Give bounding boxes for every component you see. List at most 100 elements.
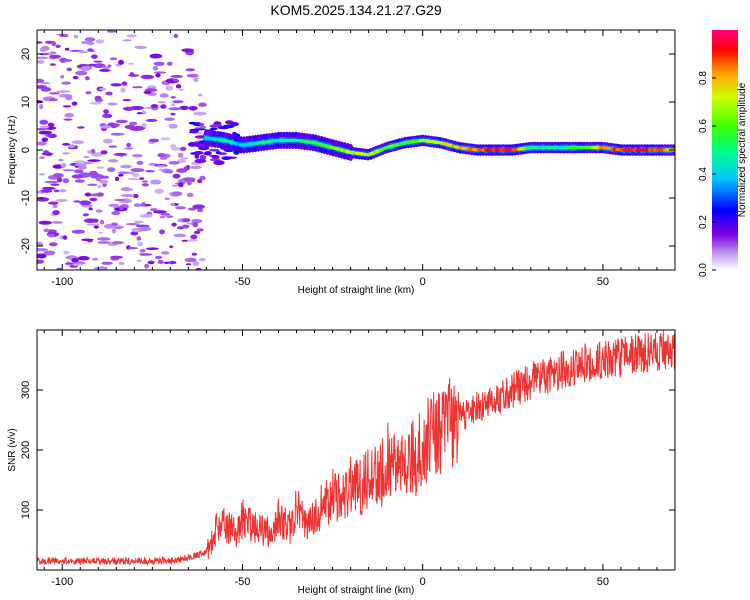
spectrogram-noise-blob [115,119,128,124]
spectrogram-noise-blob [150,104,159,109]
spectrogram-noise-blob [63,118,73,121]
spectrogram-y-tick-label: 20 [20,48,32,60]
spectrogram-noise-blob [41,189,53,193]
spectrogram-noise-blob [121,194,135,197]
spectrogram-noise-blob [84,192,92,197]
spectrogram-noise-blob [73,200,81,203]
spectrogram-ridge [203,129,675,161]
spectrogram-noise-blob [190,179,195,182]
spectrogram-noise-blob [126,142,132,148]
spectrogram-noise-blob [194,154,199,159]
spectrogram-noise-blob [193,151,204,155]
spectrogram-noise-blob [39,47,47,52]
spectrogram-noise-blob [62,143,71,146]
spectrogram-noise-blob [41,186,56,190]
spectrogram-noise-blob [86,65,93,70]
spectrogram-noise-blob [85,91,92,95]
spectrogram-noise-blob [198,123,205,126]
spectrogram-noise-blob [58,158,64,162]
spectrogram-noise-blob [194,128,207,131]
spectrogram-noise-blob [144,263,150,269]
spectrogram-noise-blob [99,219,105,225]
spectrogram-noise-blob [192,222,199,228]
spectrogram-noise-blob [181,48,195,53]
spectrogram-noise-blob [191,218,203,224]
spectrogram-x-axis: -100 -50 0 50 [43,30,676,288]
colorbar: 0.0 0.2 0.4 0.6 0.8 Normalized spectral ampl… [698,30,748,277]
spectrogram-noise-blob [41,137,49,142]
spectrogram-noise-blob [187,207,197,211]
spectrogram-noise-blob [64,47,70,51]
snr-x-tick-label: 50 [597,576,609,588]
spectrogram-noise-blob [153,210,167,214]
spectrogram-noise-blob [166,215,174,218]
spectrogram-noise-blob [125,223,140,226]
spectrogram-noise-blob [199,175,206,181]
spectrogram-noise-blob [160,213,171,216]
spectrogram-noise-blob [164,197,170,200]
spectrogram-noise-blob [129,72,135,76]
spectrogram-noise-blob [157,259,164,265]
spectrogram-noise-blob [78,50,88,54]
spectrogram-noise-blob [111,228,117,234]
spectrogram-noise-blob [45,40,53,44]
spectrogram-noise-blob [171,184,178,187]
spectrogram-noise-blob [193,230,201,235]
spectrogram-noise-blob [177,182,184,188]
spectrogram-x-tick-label: -100 [51,276,73,288]
spectrogram-noise-blob [95,177,102,182]
spectrogram-noise-blob [200,155,207,160]
spectrogram-noise-blob [66,67,72,72]
spectrogram-noise-blob [93,267,107,270]
spectrogram-noise-blob [118,59,124,65]
spectrogram-noise-blob [97,237,111,241]
spectrogram-noise-blob [155,255,163,260]
spectrogram-noise-blob [196,228,204,232]
spectrogram-y-tick-label: -20 [20,238,32,254]
spectrogram-noise-blob [185,263,192,266]
spectrogram-noise-blob [92,257,98,261]
spectrogram-noise-blob [145,170,155,173]
spectrogram-noise-blob [44,180,59,184]
spectrogram-noise-blob [136,160,144,165]
spectrogram-noise-blob [74,179,85,183]
spectrogram-noise-blob [211,156,220,159]
spectrogram-noise-blob [215,151,222,155]
spectrogram-noise-blob [98,68,111,72]
colorbar-tick-label: 0.6 [698,119,709,133]
spectrogram-noise-blob [143,90,152,94]
spectrogram-noise-blob [164,117,175,121]
spectrogram-noise-blob [159,93,169,98]
spectrogram-noise-blob [196,208,204,213]
spectrogram-noise-blob [118,173,124,177]
spectrogram-noise-blob [187,180,192,186]
spectrogram-noise-blob [114,176,120,181]
spectrogram-noise-blob [192,122,200,126]
spectrogram-noise [37,30,243,270]
spectrogram-noise-blob [101,261,113,265]
spectrogram-noise-blob [179,105,189,110]
spectrogram-noise-blob [98,231,103,234]
spectrogram-noise-blob [180,146,187,151]
spectrogram-noise-blob [172,100,184,104]
spectrogram-noise-blob [170,96,177,99]
spectrogram-noise-blob [191,252,198,256]
spectrogram-noise-blob [127,247,138,250]
spectrogram-noise-blob [37,78,45,84]
spectrogram-noise-blob [186,73,199,78]
spectrogram-noise-blob [120,87,126,93]
spectrogram-noise-blob [62,59,73,62]
spectrogram-noise-blob [141,110,147,115]
spectrogram-noise-blob [171,222,177,227]
spectrogram-noise-blob [110,83,122,87]
spectrogram-noise-blob [93,225,99,229]
spectrogram-y-axis-label: Frequency (Hz) [7,116,18,185]
spectrogram-noise-blob [43,228,49,233]
spectrogram-noise-blob [55,198,68,203]
spectrogram-noise-blob [107,64,112,68]
spectrogram-noise-blob [120,187,134,191]
spectrogram-noise-blob [78,165,87,170]
spectrogram-noise-blob [94,95,102,101]
spectrogram-noise-blob [160,104,167,109]
